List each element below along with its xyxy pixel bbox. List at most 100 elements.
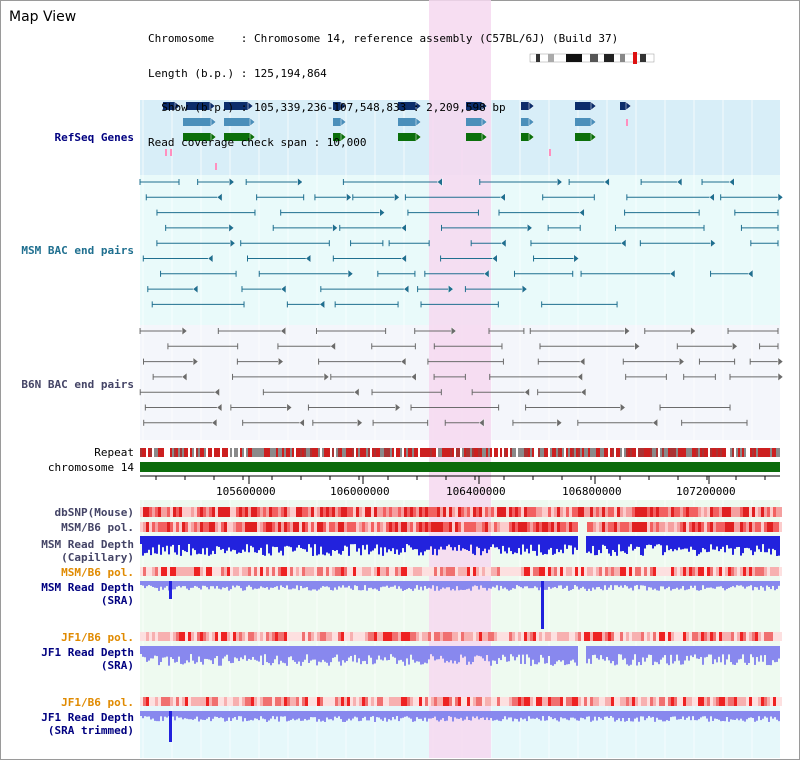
heat-cell	[629, 632, 632, 641]
heat-cell	[338, 697, 341, 706]
depth-bar	[508, 536, 510, 548]
heat-cell	[446, 632, 449, 641]
heat-cell	[566, 697, 569, 706]
depth-bar	[230, 581, 232, 590]
track-label-msm-bac[interactable]: MSM BAC end pairs	[21, 244, 134, 257]
heat-cell	[248, 632, 251, 641]
track-label-refseq[interactable]: RefSeq Genes	[54, 131, 134, 144]
heat-cell	[485, 567, 488, 576]
depth-bar	[220, 581, 222, 590]
heat-cell	[641, 632, 644, 641]
depth-bar	[552, 581, 554, 588]
track-label-jf1-b6-pol[interactable]: JF1/B6 pol.	[61, 631, 134, 644]
depth-bar	[460, 646, 462, 655]
track-label-dbsnp[interactable]: dbSNP(Mouse)	[54, 506, 134, 519]
track-label-b6n-bac[interactable]: B6N BAC end pairs	[21, 378, 134, 391]
depth-bar	[550, 646, 552, 665]
heat-cell	[566, 632, 569, 641]
depth-bar	[200, 646, 202, 662]
depth-bar	[638, 581, 640, 590]
msm-bac-pairs[interactable]	[139, 177, 784, 309]
track-label-jf1-depth-sra[interactable]: JF1 Read Depth (SRA)	[41, 646, 134, 672]
strand-arrow	[280, 284, 287, 294]
heat-cell	[467, 697, 470, 706]
heat-cell	[284, 632, 287, 641]
heat-cell	[746, 632, 749, 641]
depth-bar	[298, 646, 300, 662]
heat-cell	[446, 567, 449, 576]
depth-bar	[148, 581, 150, 586]
depth-bar	[202, 646, 204, 665]
heat-cell	[515, 522, 518, 532]
depth-bar	[150, 536, 152, 556]
track-label-jf1-b6-pol-2[interactable]: JF1/B6 pol.	[61, 696, 134, 709]
depth-bar	[520, 581, 522, 588]
refseq-genes[interactable]	[163, 101, 632, 170]
heat-cell	[287, 632, 290, 641]
heat-cell	[386, 632, 389, 641]
b6n-bac-pairs[interactable]	[139, 326, 784, 428]
track-label-msm-b6-pol[interactable]: MSM/B6 pol.	[61, 521, 134, 534]
depth-bar	[320, 646, 322, 663]
depth-bar	[710, 646, 712, 655]
depth-bar	[696, 536, 698, 556]
depth-bar	[662, 646, 664, 658]
depth-bar	[156, 646, 158, 657]
heat-cell	[728, 507, 731, 517]
heat-cell	[683, 522, 686, 532]
track-label-msm-depth-capillary[interactable]: MSM Read Depth (Capillary)	[41, 538, 134, 564]
depth-bar	[664, 711, 666, 722]
heat-cell	[398, 522, 401, 532]
depth-bar	[748, 711, 750, 718]
depth-bar	[674, 646, 676, 662]
heat-cell	[530, 507, 533, 517]
depth-bar	[494, 536, 496, 548]
heat-cell	[494, 632, 497, 641]
depth-bar	[772, 536, 774, 549]
depth-bar	[408, 711, 410, 718]
depth-bar	[676, 536, 678, 551]
track-label-msm-b6-pol-sra[interactable]: MSM/B6 pol.	[61, 566, 134, 579]
depth-bar	[502, 711, 504, 720]
selection-highlight[interactable]	[429, 0, 491, 758]
depth-bar	[210, 536, 212, 555]
heat-cell	[272, 507, 275, 517]
heat-cell	[251, 697, 254, 706]
depth-bar	[462, 646, 464, 658]
heat-cell	[173, 522, 176, 532]
heat-cell	[146, 567, 149, 576]
heat-cell	[680, 567, 683, 576]
depth-bar	[488, 646, 490, 662]
heat-cell	[185, 632, 188, 641]
axis-tick-label: 106400000	[446, 485, 506, 498]
depth-bar	[284, 711, 286, 717]
heat-cell	[605, 697, 608, 706]
depth-bar	[508, 646, 510, 662]
depth-bar	[750, 581, 752, 586]
depth-bar	[462, 711, 464, 721]
heat-cell	[503, 697, 506, 706]
track-label-msm-depth-sra[interactable]: MSM Read Depth (SRA)	[41, 581, 134, 607]
heat-cell	[206, 567, 209, 576]
heat-cell	[728, 697, 731, 706]
heat-cell	[293, 507, 296, 517]
heat-cell	[287, 567, 290, 576]
chromosome-ideogram[interactable]	[529, 52, 655, 64]
depth-bar	[778, 646, 780, 659]
heat-cell	[251, 507, 254, 517]
depth-bar	[626, 646, 628, 665]
heat-cell	[428, 522, 431, 532]
depth-bar	[708, 536, 710, 552]
depth-bar	[182, 536, 184, 550]
depth-bar	[732, 646, 734, 665]
heat-cell	[320, 522, 323, 532]
track-label-jf1-depth-trimmed[interactable]: JF1 Read Depth (SRA trimmed)	[41, 711, 134, 737]
depth-bar	[368, 581, 370, 588]
depth-bar	[550, 581, 552, 589]
strand-arrow	[340, 117, 347, 127]
heat-cell	[320, 507, 323, 517]
heat-cell	[155, 567, 158, 576]
heat-cell	[749, 632, 752, 641]
heat-cell	[602, 567, 605, 576]
